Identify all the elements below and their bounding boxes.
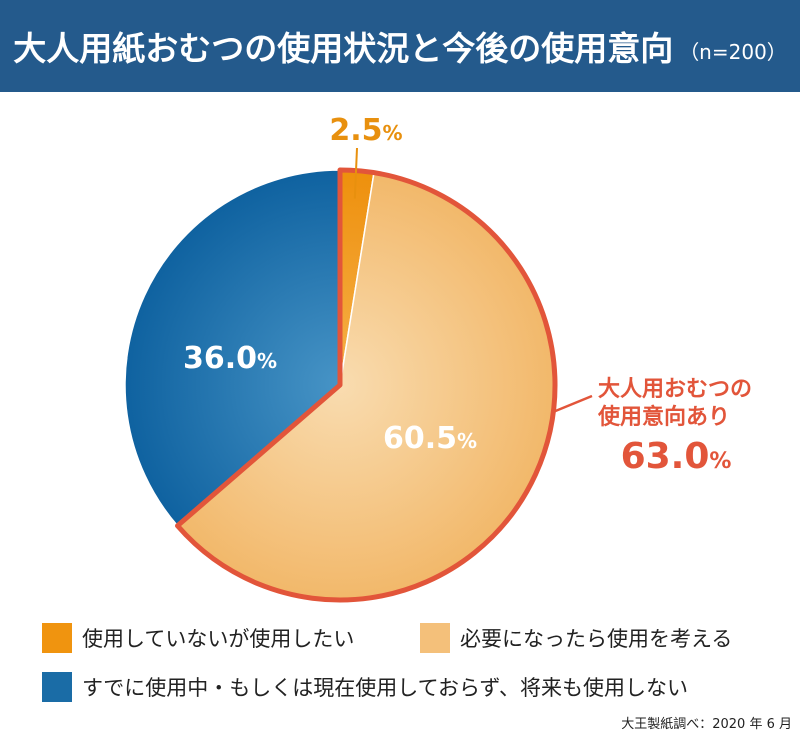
sample-size: （n=200）	[679, 39, 787, 64]
leader-line	[353, 147, 358, 199]
legend-swatch	[42, 623, 72, 653]
legend-item: 使用していないが使用したい	[42, 623, 354, 653]
legend-swatch	[420, 623, 450, 653]
legend-label: すでに使用中・もしくは現在使用しておらず、将来も使用しない	[82, 676, 689, 700]
legend-label: 使用していないが使用したい	[82, 627, 355, 651]
highlight-label-line2: 使用意向あり	[597, 404, 730, 430]
legend-swatch	[42, 672, 72, 702]
source-note: 大王製紙調べ：2020 年 6 月	[621, 717, 792, 732]
pie-slice	[124, 169, 341, 527]
highlight-value: 63.0%	[621, 436, 732, 477]
legend-item: すでに使用中・もしくは現在使用しておらず、将来も使用しない	[42, 672, 688, 702]
legend-label: 必要になったら使用を考える	[460, 627, 733, 651]
highlight-label-line1: 大人用おむつの	[598, 377, 752, 402]
data-label: 60.5%	[383, 421, 477, 456]
highlight-leader-line	[552, 394, 593, 414]
chart-title: 大人用紙おむつの使用状況と今後の使用意向	[13, 29, 674, 68]
legend-item: 必要になったら使用を考える	[420, 623, 732, 653]
data-label: 2.5%	[329, 113, 402, 148]
highlight-outline	[175, 167, 558, 603]
data-label: 36.0%	[183, 341, 277, 376]
chart-header: 大人用紙おむつの使用状況と今後の使用意向 （n=200）	[0, 0, 800, 92]
